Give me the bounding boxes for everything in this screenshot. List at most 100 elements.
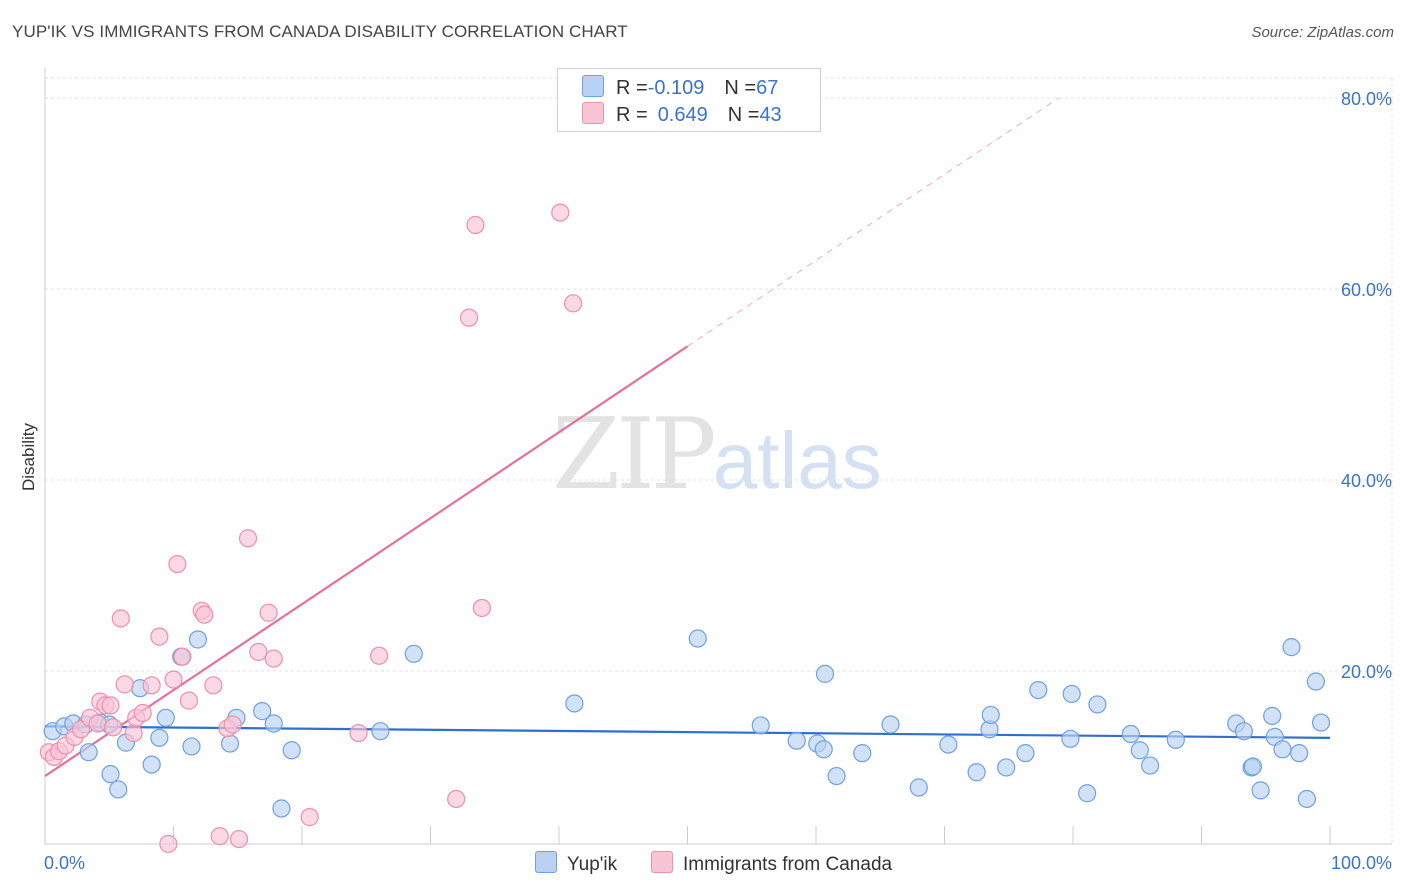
yupik-point: [1273, 740, 1292, 759]
yupik-point: [371, 722, 390, 741]
yupik-point: [1062, 684, 1081, 704]
canada-point: [133, 703, 152, 723]
canada-point: [150, 627, 169, 646]
stats-legend: R = -0.109 N = 67 R = 0.649 N = 43: [557, 68, 821, 132]
yupik-point: [1234, 722, 1254, 741]
yupik-point: [1061, 729, 1080, 748]
canada-point: [173, 647, 192, 666]
legend-item-canada: Immigrants from Canada: [651, 851, 892, 876]
canada-point: [195, 605, 214, 624]
yupik-point: [1078, 784, 1097, 803]
yupik-point: [1297, 789, 1316, 809]
yupik-point: [827, 766, 846, 786]
canada-point: [229, 829, 249, 849]
yupik-point: [751, 716, 770, 735]
n-value: 67: [756, 77, 779, 99]
yupik-point: [1282, 638, 1301, 657]
canada-point: [551, 203, 570, 222]
canada-point: [300, 808, 319, 827]
canada-point: [115, 675, 134, 694]
yupik-point: [1121, 724, 1140, 744]
watermark-atlas: atlas: [712, 416, 882, 505]
canada-point: [349, 723, 368, 743]
watermark-zip: ZIP: [552, 398, 717, 512]
y-tick-label: 20.0%: [1341, 662, 1392, 682]
watermark: ZIPatlas: [552, 398, 882, 512]
canada-point: [168, 554, 187, 574]
canada-trend-line: [44, 345, 689, 777]
chart-title: YUP'IK VS IMMIGRANTS FROM CANADA DISABIL…: [12, 22, 628, 41]
tick-labels: 80.0% 60.0% 40.0% 20.0% 0.0% 100.0%: [44, 89, 1392, 873]
x-tick-label: 0.0%: [44, 853, 85, 873]
yupik-point: [688, 629, 707, 648]
canada-point: [472, 598, 491, 618]
yupik-point: [101, 765, 120, 784]
stats-legend-row-canada: R = 0.649 N = 43: [582, 102, 782, 126]
yupik-point: [909, 778, 928, 797]
yupik-point: [79, 743, 98, 762]
yupik-point: [220, 734, 240, 753]
canada-swatch: [582, 102, 604, 124]
yupik-point: [1166, 730, 1185, 749]
yupik-point: [188, 630, 208, 649]
canada-point: [447, 789, 466, 809]
canada-trend-extension: [687, 97, 1060, 347]
canada-point: [459, 308, 479, 327]
yupik-point: [150, 728, 169, 747]
y-tick-label: 60.0%: [1341, 280, 1392, 300]
y-tick-label: 40.0%: [1341, 471, 1392, 491]
yupik-point: [1243, 757, 1263, 776]
r-label: R =: [616, 77, 648, 99]
yupik-point: [967, 763, 986, 782]
canada-point: [179, 691, 199, 710]
y-axis-title: Disability: [19, 422, 38, 491]
x-tick-label: 100.0%: [1331, 853, 1392, 873]
yupik-point: [814, 740, 833, 759]
n-label: N =: [727, 104, 760, 126]
yupik-point: [787, 731, 806, 750]
yupik-point: [182, 737, 201, 756]
canada-point: [223, 715, 242, 734]
yupik-point: [1263, 706, 1282, 725]
n-value: 43: [759, 104, 782, 126]
yupik-point: [156, 708, 175, 727]
legend-label-canada: Immigrants from Canada: [683, 854, 893, 875]
yupik-point: [282, 741, 301, 760]
canada-point: [124, 723, 143, 743]
yupik-point: [1140, 756, 1160, 775]
yupik-point: [142, 755, 161, 774]
yupik-point: [1088, 695, 1107, 714]
r-label: R =: [616, 104, 648, 126]
yupik-point: [939, 735, 958, 754]
r-value: 0.649: [657, 104, 708, 126]
canada-point: [204, 676, 223, 695]
yupik-trend-line: [44, 725, 1331, 739]
canada-point: [210, 827, 229, 846]
canada-point: [104, 718, 123, 737]
canada-point: [238, 529, 258, 548]
canada-point: [111, 609, 130, 628]
legend-swatch-canada: [651, 851, 673, 873]
yupik-point: [272, 799, 291, 818]
yupik-point: [853, 744, 872, 763]
yupik-point: [1311, 713, 1331, 732]
y-tick-label: 80.0%: [1341, 89, 1392, 109]
yupik-point: [815, 664, 835, 683]
canada-point: [249, 642, 268, 662]
axes: [44, 68, 1392, 845]
yupik-point: [1306, 672, 1325, 691]
yupik-point: [404, 644, 423, 663]
n-label: N =: [724, 77, 757, 99]
canada-point: [259, 603, 278, 622]
yupik-point: [1130, 741, 1149, 760]
data-points: [39, 203, 1331, 853]
yupik-point: [253, 702, 272, 721]
yupik-point: [881, 715, 900, 734]
r-value: -0.109: [647, 77, 705, 99]
yupik-point: [1290, 744, 1309, 763]
yupik-point: [981, 705, 1000, 725]
yupik-point: [997, 758, 1016, 777]
stats-legend-row-yupik: R = -0.109 N = 67: [582, 75, 778, 99]
yupik-point: [264, 714, 283, 733]
